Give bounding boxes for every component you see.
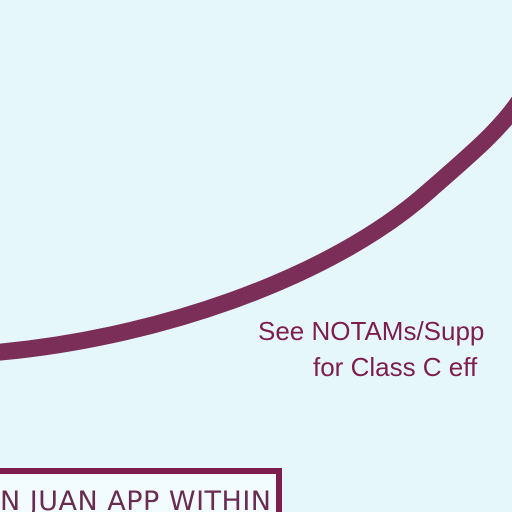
- approach-control-label: N JUAN APP WITHIN: [0, 486, 272, 512]
- airspace-note-line-2: for Class C eff: [313, 352, 478, 382]
- airspace-note-line-1: See NOTAMs/Supp: [258, 316, 485, 346]
- approach-control-label-box: [0, 468, 282, 512]
- airspace-boundary-line: [0, 96, 512, 361]
